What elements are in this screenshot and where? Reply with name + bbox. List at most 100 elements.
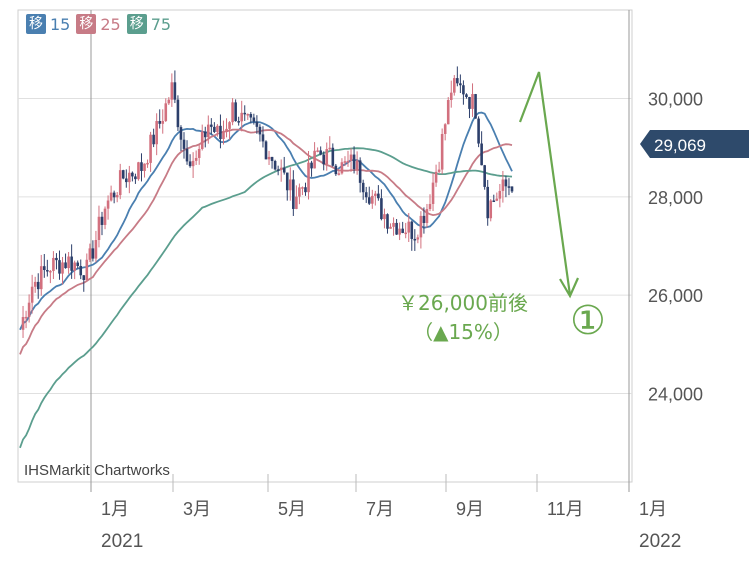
candle-body xyxy=(377,193,380,199)
candle-body xyxy=(149,134,152,163)
candle-body xyxy=(231,102,234,123)
annotation-pct: （▲15%） xyxy=(413,320,513,344)
candle-body xyxy=(404,232,408,235)
candle-body xyxy=(416,237,420,240)
candle-body xyxy=(279,167,283,170)
x-tick-label: 1月 xyxy=(639,499,667,519)
candle-body xyxy=(222,131,225,140)
y-tick-label: 24,000 xyxy=(648,385,703,405)
candle-body xyxy=(301,187,304,189)
candle-body xyxy=(100,216,104,225)
candle-body xyxy=(322,154,326,165)
candle-body xyxy=(282,167,286,173)
candle-body xyxy=(471,94,474,109)
candle-body xyxy=(115,195,119,198)
candle-body xyxy=(61,262,64,274)
ma-line-75 xyxy=(19,147,513,449)
candle-body xyxy=(364,192,368,198)
candle-body xyxy=(137,162,140,180)
candle-body xyxy=(398,228,401,235)
legend-ma25: 移 25 xyxy=(76,14,121,34)
candlesticks xyxy=(21,66,514,338)
candle-body xyxy=(131,172,134,177)
candle-body xyxy=(24,316,28,319)
candle-body xyxy=(489,200,493,219)
ma-line-25 xyxy=(19,128,513,355)
x-tick-label: 11月 xyxy=(547,499,584,519)
candle-body xyxy=(146,162,149,165)
candle-body xyxy=(419,215,423,238)
candle-body xyxy=(21,317,25,330)
x-tick-label: 7月 xyxy=(366,499,394,519)
candle-body xyxy=(152,134,155,145)
x-tick-year: 2022 xyxy=(639,531,681,552)
annotation-price: ￥26,000前後 xyxy=(398,291,528,315)
candle-body xyxy=(340,162,344,174)
candle-body xyxy=(170,82,174,100)
candle-body xyxy=(443,124,447,134)
candle-body xyxy=(91,248,95,259)
candle-body xyxy=(510,186,514,192)
last-price-value: 29,069 xyxy=(654,136,706,155)
legend-ma75-value: 75 xyxy=(150,14,172,34)
candle-body xyxy=(304,187,307,193)
candle-body xyxy=(158,121,162,124)
candle-body xyxy=(134,176,137,180)
candle-body xyxy=(352,154,356,170)
y-tick-label: 26,000 xyxy=(648,286,703,306)
x-tick-label: 3月 xyxy=(183,499,211,519)
candle-body xyxy=(36,281,40,290)
candle-body xyxy=(161,120,165,124)
moving-average-lines xyxy=(19,111,513,449)
candle-body xyxy=(480,143,483,166)
legend-ma75-box: 移 xyxy=(126,14,147,34)
candle-body xyxy=(504,179,508,187)
candle-body xyxy=(33,281,37,287)
candle-body xyxy=(316,150,319,152)
candle-body xyxy=(97,216,101,240)
candle-body xyxy=(328,147,332,150)
candle-body xyxy=(501,179,505,191)
candle-body xyxy=(334,165,338,175)
y-tick-label: 30,000 xyxy=(648,90,703,110)
candle-body xyxy=(270,156,274,162)
candle-body xyxy=(255,121,259,127)
arrow-head xyxy=(559,277,580,299)
candle-body xyxy=(64,262,67,269)
candle-body xyxy=(173,82,177,100)
candle-body xyxy=(449,92,453,101)
candle-body xyxy=(456,78,459,84)
candle-body xyxy=(143,163,146,171)
candle-body xyxy=(319,150,322,155)
candle-body xyxy=(389,226,392,229)
candle-body xyxy=(155,121,158,145)
candle-body xyxy=(121,170,125,179)
candle-body xyxy=(349,154,353,161)
candle-body xyxy=(240,112,244,122)
candle-body xyxy=(39,266,43,290)
candle-body xyxy=(118,170,122,196)
candle-body xyxy=(200,131,204,149)
candle-body xyxy=(234,102,237,122)
candle-body xyxy=(246,114,250,116)
candle-body xyxy=(67,256,70,269)
candle-body xyxy=(261,134,265,142)
candle-body xyxy=(179,127,183,140)
y-axis-labels: 30,000 28,000 26,000 24,000 xyxy=(648,90,703,405)
candle-body xyxy=(82,275,86,281)
candle-body xyxy=(109,192,113,201)
candle-body xyxy=(468,97,471,109)
candle-body xyxy=(343,161,347,163)
x-tick-label: 9月 xyxy=(456,499,484,519)
candle-body xyxy=(288,179,292,191)
candle-body xyxy=(237,121,240,123)
candle-body xyxy=(477,118,480,144)
candle-body xyxy=(249,114,253,118)
legend-ma15-value: 15 xyxy=(50,14,71,34)
candle-body xyxy=(413,238,417,241)
candle-body xyxy=(42,266,46,271)
annotation-target: ￥26,000前後 （▲15%） xyxy=(368,287,558,345)
candle-body xyxy=(194,157,198,161)
candle-body xyxy=(437,169,441,172)
candle-body xyxy=(298,187,301,197)
